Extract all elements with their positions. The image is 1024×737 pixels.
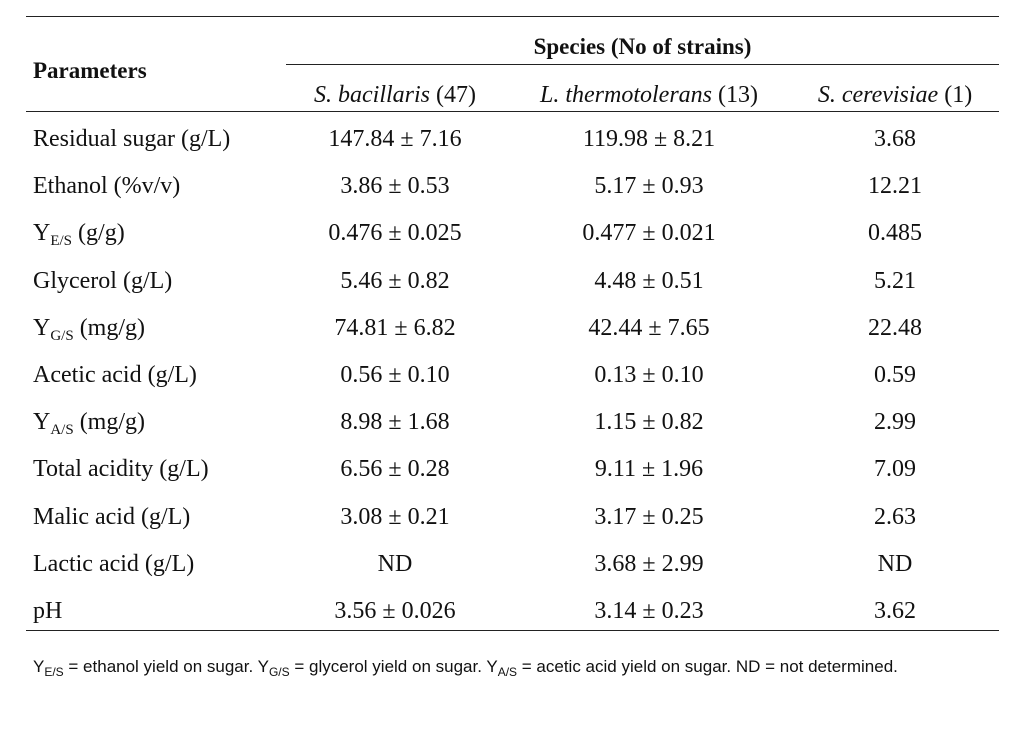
cell-l-thermotolerans: 9.11 ± 1.96 <box>594 456 704 482</box>
row-label-main: Y <box>33 220 51 246</box>
table-row: pH 3.56 ± 0.026 3.14 ± 0.23 3.62 <box>26 598 999 645</box>
cell-s-bacillaris: 3.08 ± 0.21 <box>340 504 450 530</box>
cell-s-bacillaris: ND <box>377 551 413 577</box>
cell-s-cerevisiae: 5.21 <box>874 268 916 294</box>
row-label: YA/S (mg/g) <box>33 409 145 439</box>
cell-s-cerevisiae: 22.48 <box>868 315 922 341</box>
strain-count: (13) <box>718 82 758 108</box>
header-rule <box>26 111 999 112</box>
table-row: YG/S (mg/g) 74.81 ± 6.82 42.44 ± 7.65 22… <box>26 315 999 362</box>
column-header-l-thermotolerans: L. thermotolerans (13) <box>505 82 793 109</box>
row-label-unit: (g/g) <box>72 220 125 246</box>
row-label-main: Y <box>33 315 51 341</box>
species-header-rule <box>286 64 999 65</box>
cell-s-bacillaris: 6.56 ± 0.28 <box>340 456 450 482</box>
row-label: Total acidity (g/L) <box>33 456 209 482</box>
footnote-as-text: = acetic acid yield on sugar. ND = not d… <box>517 657 898 676</box>
cell-s-cerevisiae: 0.485 <box>868 220 922 246</box>
row-label: Malic acid (g/L) <box>33 504 191 530</box>
row-label: YG/S (mg/g) <box>33 315 145 345</box>
parameters-header: Parameters <box>33 58 147 83</box>
cell-s-bacillaris: 5.46 ± 0.82 <box>340 268 450 294</box>
species-name: S. cerevisiae <box>817 82 939 108</box>
table-row: Glycerol (g/L) 5.46 ± 0.82 4.48 ± 0.51 5… <box>26 268 999 315</box>
cell-s-cerevisiae: 0.59 <box>874 362 916 388</box>
cell-s-cerevisiae: 12.21 <box>868 173 922 199</box>
cell-s-cerevisiae: 7.09 <box>874 456 916 482</box>
row-label: YE/S (g/g) <box>33 220 125 250</box>
strain-count: (1) <box>944 82 973 108</box>
cell-l-thermotolerans: 3.14 ± 0.23 <box>594 598 704 624</box>
row-label: pH <box>33 598 63 624</box>
strain-count: (47) <box>436 82 476 108</box>
cell-l-thermotolerans: 5.17 ± 0.93 <box>594 173 704 199</box>
species-name: L. thermotolerans <box>540 82 713 108</box>
species-group-header: Species (No of strains) <box>533 34 752 59</box>
cell-l-thermotolerans: 0.477 ± 0.021 <box>582 220 716 246</box>
species-name: S. bacillaris <box>314 82 431 108</box>
cell-s-bacillaris: 74.81 ± 6.82 <box>334 315 456 341</box>
footnote-y: Y <box>486 657 498 676</box>
row-label: Ethanol (%v/v) <box>33 173 181 199</box>
cell-s-cerevisiae: 3.62 <box>874 598 916 624</box>
table-row: YE/S (g/g) 0.476 ± 0.025 0.477 ± 0.021 0… <box>26 220 999 267</box>
table-row: Ethanol (%v/v) 3.86 ± 0.53 5.17 ± 0.93 1… <box>26 173 999 220</box>
row-label: Lactic acid (g/L) <box>33 551 195 577</box>
cell-l-thermotolerans: 3.68 ± 2.99 <box>594 551 704 577</box>
footnote-y: Y <box>33 657 45 676</box>
cell-s-bacillaris: 0.56 ± 0.10 <box>340 362 450 388</box>
table-row: Residual sugar (g/L) 147.84 ± 7.16 119.9… <box>26 126 999 173</box>
table-row: Total acidity (g/L) 6.56 ± 0.28 9.11 ± 1… <box>26 456 999 503</box>
cell-s-cerevisiae: 2.99 <box>874 409 916 435</box>
row-label-main: Y <box>33 409 51 435</box>
row-label-subscript: A/S <box>50 422 74 438</box>
footnote-gs-subscript: G/S <box>268 665 290 679</box>
row-label-subscript: E/S <box>50 233 73 249</box>
row-label: Acetic acid (g/L) <box>33 362 197 388</box>
cell-l-thermotolerans: 4.48 ± 0.51 <box>594 268 704 294</box>
row-label: Residual sugar (g/L) <box>33 126 231 152</box>
cell-s-bacillaris: 8.98 ± 1.68 <box>340 409 450 435</box>
footnote-as-subscript: A/S <box>497 665 518 679</box>
table-row: Acetic acid (g/L) 0.56 ± 0.10 0.13 ± 0.1… <box>26 362 999 409</box>
cell-s-cerevisiae: ND <box>877 551 913 577</box>
cell-s-bacillaris: 3.86 ± 0.53 <box>340 173 450 199</box>
row-label-unit: (mg/g) <box>73 409 146 435</box>
row-label-subscript: G/S <box>50 328 74 344</box>
column-header-s-cerevisiae: S. cerevisiae (1) <box>795 82 995 109</box>
cell-s-bacillaris: 0.476 ± 0.025 <box>328 220 462 246</box>
top-rule <box>26 16 999 17</box>
cell-s-cerevisiae: 2.63 <box>874 504 916 530</box>
cell-s-cerevisiae: 3.68 <box>874 126 916 152</box>
cell-l-thermotolerans: 119.98 ± 8.21 <box>582 126 716 152</box>
table-row: YA/S (mg/g) 8.98 ± 1.68 1.15 ± 0.82 2.99 <box>26 409 999 456</box>
row-label: Glycerol (g/L) <box>33 268 173 294</box>
cell-l-thermotolerans: 42.44 ± 7.65 <box>588 315 710 341</box>
footnote-y: Y <box>257 657 269 676</box>
cell-s-bacillaris: 147.84 ± 7.16 <box>328 126 462 152</box>
cell-l-thermotolerans: 0.13 ± 0.10 <box>594 362 704 388</box>
footnote-es-text: = ethanol yield on sugar. <box>63 657 258 676</box>
column-header-s-bacillaris: S. bacillaris (47) <box>288 82 502 109</box>
bottom-rule <box>26 630 999 631</box>
cell-s-bacillaris: 3.56 ± 0.026 <box>334 598 456 624</box>
footnote-gs-text: = glycerol yield on sugar. <box>289 657 487 676</box>
table-footnote: YE/S = ethanol yield on sugar. YG/S = gl… <box>33 654 983 685</box>
table-row: Malic acid (g/L) 3.08 ± 0.21 3.17 ± 0.25… <box>26 504 999 551</box>
table-row: Lactic acid (g/L) ND 3.68 ± 2.99 ND <box>26 551 999 598</box>
row-label-unit: (mg/g) <box>73 315 146 341</box>
footnote-es-subscript: E/S <box>44 665 64 679</box>
cell-l-thermotolerans: 3.17 ± 0.25 <box>594 504 704 530</box>
cell-l-thermotolerans: 1.15 ± 0.82 <box>594 409 704 435</box>
